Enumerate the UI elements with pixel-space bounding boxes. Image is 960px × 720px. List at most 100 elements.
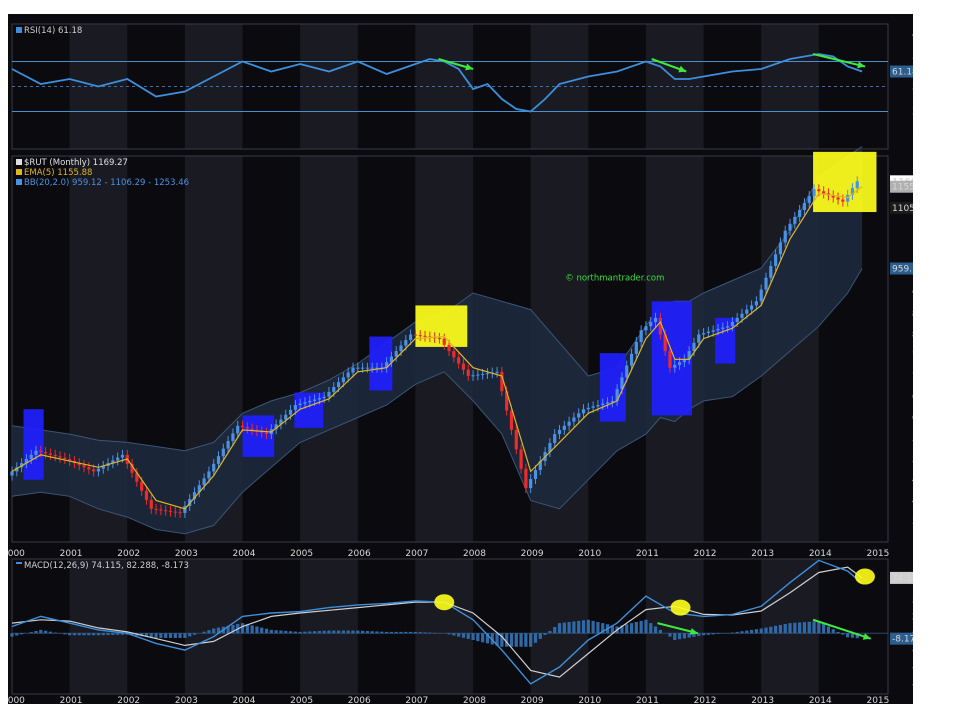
price-x-tick-label: 2011	[636, 549, 659, 559]
price-candle-body	[327, 391, 331, 397]
macd-histogram-bar	[341, 630, 345, 634]
price-candle-body	[577, 413, 581, 418]
price-candle-body	[159, 509, 163, 511]
price-candle-body	[774, 254, 778, 266]
macd-legend-swatch	[16, 562, 22, 564]
macd-histogram-bar	[677, 633, 682, 640]
price-candle-body	[778, 242, 783, 255]
price-candle-body	[610, 400, 614, 403]
macd-histogram-bar	[68, 633, 72, 636]
macd-histogram-bar	[629, 623, 634, 634]
price-candle-body	[303, 402, 307, 404]
price-candle-body	[399, 345, 403, 352]
macd-histogram-bar	[20, 633, 24, 635]
price-candle-body	[413, 334, 418, 336]
macd-histogram-bar	[754, 629, 759, 634]
blue-highlight-box	[242, 415, 275, 457]
macd-histogram-bar	[365, 631, 369, 634]
macd-histogram-bar	[577, 620, 581, 634]
macd-crossover-marker	[854, 568, 875, 585]
macd-histogram-bar	[317, 631, 321, 634]
macd-histogram-bar	[529, 633, 533, 647]
price-x-tick-label: 2003	[175, 549, 198, 559]
macd-histogram-bar	[336, 630, 341, 634]
macd-histogram-bar	[581, 620, 586, 634]
blue-highlight-box	[651, 301, 693, 416]
price-candle-body	[260, 431, 264, 433]
ema-line	[11, 186, 863, 510]
price-candle-body	[764, 277, 768, 290]
macd-histogram-bar	[533, 633, 538, 643]
macd-histogram-bar	[409, 631, 413, 634]
macd-histogram-bar	[591, 620, 595, 634]
price-value-label: 959.12	[892, 264, 913, 274]
macd-histogram-bar	[260, 627, 264, 634]
price-y-tick-label: 350	[912, 517, 913, 527]
price-candle-body	[221, 448, 225, 457]
macd-value-badge	[890, 571, 913, 584]
macd-histogram-bar	[481, 633, 485, 643]
macd-histogram-bar	[759, 628, 763, 634]
price-legend-swatch	[16, 159, 22, 165]
price-candle-body	[850, 188, 855, 195]
price-candle-body	[562, 425, 566, 430]
macd-histogram-bar	[831, 629, 835, 634]
macd-histogram-bar	[802, 622, 807, 634]
macd-y-tick-label: -25	[912, 646, 913, 656]
price-candle-body	[639, 330, 643, 343]
macd-histogram-bar	[798, 622, 802, 634]
macd-histogram-bar	[567, 622, 571, 634]
price-candle-body	[495, 371, 499, 373]
macd-histogram-bar	[644, 619, 648, 634]
macd-x-tick-label: 2015	[866, 696, 889, 704]
price-candle-body	[817, 189, 821, 192]
price-value-badge	[890, 180, 913, 193]
macd-histogram-bar	[385, 631, 389, 634]
macd-y-tick-label: -75	[912, 680, 913, 690]
macd-histogram-bar	[495, 633, 499, 646]
price-candle-body	[293, 405, 297, 410]
price-candle-body	[240, 425, 245, 428]
price-x-tick-label: 2012	[694, 549, 717, 559]
price-candle-body	[634, 342, 638, 354]
price-candle-body	[783, 230, 787, 243]
macd-histogram-bar	[269, 629, 273, 634]
price-candle-body	[197, 485, 201, 493]
price-y-tick-label: 1050	[912, 227, 913, 237]
rsi-title: RSI(14) 61.18	[24, 26, 82, 36]
price-legend-swatch	[16, 179, 22, 185]
macd-y-tick-label: 100	[912, 562, 913, 572]
macd-histogram-bar	[485, 633, 490, 644]
macd-histogram-bar	[740, 631, 744, 634]
macd-histogram-bar	[793, 622, 797, 634]
macd-histogram-bar	[188, 633, 192, 637]
macd-y-tick-label: 50	[912, 596, 913, 606]
price-candle-body	[58, 456, 62, 458]
price-candle-body	[557, 429, 562, 435]
macd-histogram-bar	[807, 621, 811, 634]
macd-histogram-bar	[149, 633, 153, 638]
macd-histogram-bar	[774, 625, 778, 634]
price-candle-body	[663, 334, 667, 352]
price-candle-body	[644, 326, 648, 331]
price-candle-body	[144, 490, 149, 500]
price-candle-body	[548, 443, 552, 453]
price-candle-body	[452, 351, 456, 358]
macd-y-tick-label: -50	[912, 663, 913, 673]
price-candle-body	[476, 374, 480, 376]
macd-histogram-bar	[850, 633, 855, 638]
macd-histogram-bar	[116, 633, 120, 635]
price-candle-body	[740, 313, 744, 318]
price-candle-body	[697, 334, 701, 343]
macd-histogram-bar	[356, 630, 360, 634]
price-y-tick-label: 450	[912, 476, 913, 486]
macd-histogram-bar	[164, 633, 168, 638]
macd-histogram-bar	[399, 631, 403, 634]
macd-histogram-bar	[653, 626, 658, 634]
price-x-tick-label: 2001	[60, 549, 83, 559]
price-candle-body	[798, 209, 802, 217]
macd-histogram-bar	[360, 630, 365, 634]
macd-histogram-bar	[452, 633, 456, 636]
price-candle-body	[553, 434, 557, 444]
price-candle-body	[605, 402, 610, 404]
